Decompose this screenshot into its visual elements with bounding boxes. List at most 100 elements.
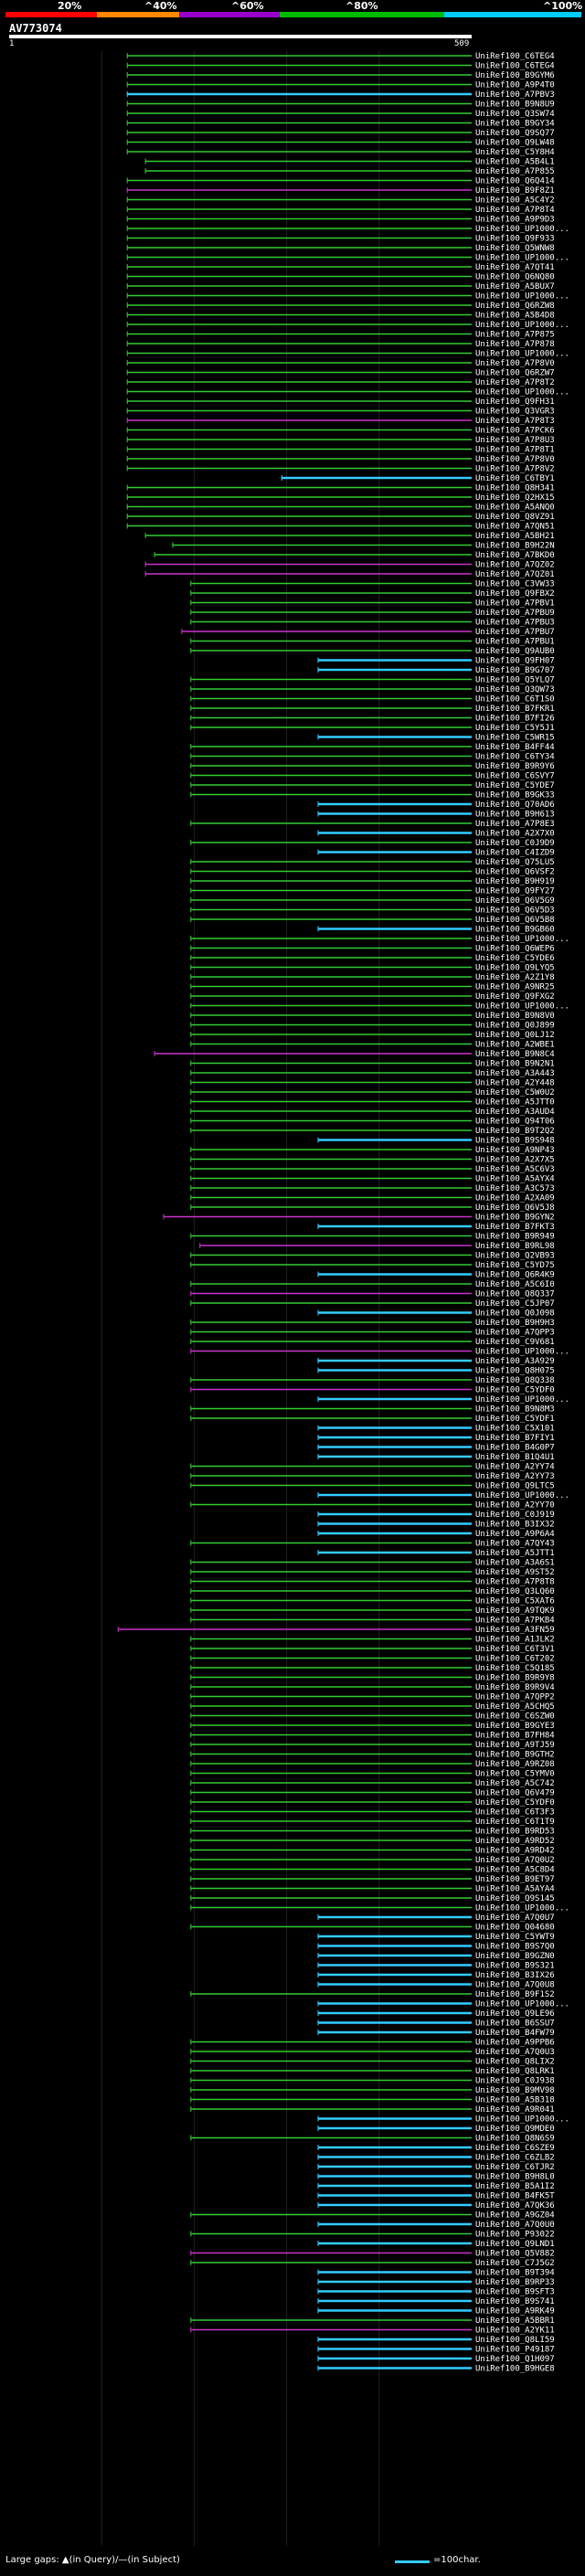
hit-label[interactable]: UniRef100_C0J919 — [475, 1511, 555, 1520]
hit-label[interactable]: UniRef100_Q9LYQ5 — [475, 964, 555, 973]
hit-label[interactable]: UniRef100_B4FK5T — [475, 2192, 555, 2201]
hit-label[interactable]: UniRef100_B1Q4U1 — [475, 1453, 555, 1462]
hit-label[interactable]: UniRef100_B9GYN2 — [475, 1214, 555, 1223]
hit-label[interactable]: UniRef100_UP1000... — [475, 1348, 569, 1357]
hit-label[interactable]: UniRef100_A7Q0U8 — [475, 1981, 555, 1990]
hit-label[interactable]: UniRef100_B9H919 — [475, 877, 555, 886]
hit-label[interactable]: UniRef100_Q9FH31 — [475, 398, 555, 407]
hit-label[interactable]: UniRef100_Q6V5J8 — [475, 1203, 555, 1213]
hit-label[interactable]: UniRef100_A5BH21 — [475, 532, 555, 541]
hit-label[interactable]: UniRef100_A5AYX4 — [475, 1175, 555, 1184]
hit-label[interactable]: UniRef100_Q9MDE0 — [475, 2125, 555, 2134]
hit-label[interactable]: UniRef100_Q70AD6 — [475, 800, 555, 810]
hit-label[interactable]: UniRef100_B9GB60 — [475, 926, 555, 935]
hit-label[interactable]: UniRef100_A7QY43 — [475, 1540, 555, 1549]
hit-label[interactable]: UniRef100_A5C4Y2 — [475, 196, 555, 206]
hit-label[interactable]: UniRef100_Q8LI59 — [475, 2336, 555, 2345]
hit-label[interactable]: UniRef100_B9S321 — [475, 1962, 555, 1971]
hit-label[interactable]: UniRef100_Q3VGR3 — [475, 408, 555, 417]
hit-label[interactable]: UniRef100_A9P4T0 — [475, 81, 555, 90]
hit-label[interactable]: UniRef100_B7FH84 — [475, 1732, 555, 1741]
hit-label[interactable]: UniRef100_B9R9Y8 — [475, 1674, 555, 1683]
hit-label[interactable]: UniRef100_Q6RZW8 — [475, 302, 555, 311]
hit-label[interactable]: UniRef100_Q75LU5 — [475, 858, 555, 867]
hit-label[interactable]: UniRef100_Q8Q337 — [475, 1290, 555, 1299]
hit-label[interactable]: UniRef100_C5YD75 — [475, 1261, 555, 1270]
hit-label[interactable]: UniRef100_B9RD53 — [475, 1828, 555, 1837]
hit-label[interactable]: UniRef100_B9H9H3 — [475, 1319, 555, 1328]
hit-label[interactable]: UniRef100_Q9SQ77 — [475, 129, 555, 138]
hit-label[interactable]: UniRef100_UP1000... — [475, 2115, 569, 2125]
hit-label[interactable]: UniRef100_UP1000... — [475, 254, 569, 263]
hit-label[interactable]: UniRef100_A7BKD0 — [475, 551, 555, 560]
hit-label[interactable]: UniRef100_B9GK33 — [475, 791, 555, 800]
hit-label[interactable]: UniRef100_A2YY70 — [475, 1501, 555, 1511]
hit-label[interactable]: UniRef100_B7FIY1 — [475, 1434, 555, 1443]
hit-label[interactable]: UniRef100_B9RL98 — [475, 1242, 555, 1251]
hit-label[interactable]: UniRef100_A7P878 — [475, 340, 555, 349]
hit-label[interactable]: UniRef100_B9S741 — [475, 2297, 555, 2306]
hit-label[interactable]: UniRef100_A7PBV3 — [475, 90, 555, 100]
hit-label[interactable]: UniRef100_A9RZ08 — [475, 1760, 555, 1769]
hit-label[interactable]: UniRef100_B9G707 — [475, 666, 555, 675]
hit-label[interactable]: UniRef100_B7FKR1 — [475, 705, 555, 714]
hit-label[interactable]: UniRef100_B9GYM6 — [475, 71, 555, 80]
hit-label[interactable]: UniRef100_Q9LTC5 — [475, 1482, 555, 1491]
hit-label[interactable]: UniRef100_A7PBU7 — [475, 628, 555, 637]
hit-label[interactable]: UniRef100_Q0LJ12 — [475, 1031, 555, 1040]
hit-label[interactable]: UniRef100_A9GZ04 — [475, 2211, 555, 2221]
hit-label[interactable]: UniRef100_Q8LRK1 — [475, 2067, 555, 2076]
hit-label[interactable]: UniRef100_C5YDE7 — [475, 781, 555, 790]
hit-label[interactable]: UniRef100_Q3LQ60 — [475, 1587, 555, 1596]
hit-label[interactable]: UniRef100_B4FW79 — [475, 2029, 555, 2038]
hit-label[interactable]: UniRef100_UP1000... — [475, 1904, 569, 1913]
hit-label[interactable]: UniRef100_Q1H097 — [475, 2355, 555, 2364]
hit-label[interactable]: UniRef100_A7QZ01 — [475, 570, 555, 579]
hit-label[interactable]: UniRef100_C6T1S0 — [475, 695, 555, 705]
hit-label[interactable]: UniRef100_C5W0U2 — [475, 1088, 555, 1097]
hit-label[interactable]: UniRef100_A5AYA4 — [475, 1885, 555, 1894]
hit-label[interactable]: UniRef100_A5C6V3 — [475, 1165, 555, 1174]
hit-label[interactable]: UniRef100_Q94T06 — [475, 1118, 555, 1127]
hit-label[interactable]: UniRef100_A9NR25 — [475, 983, 555, 992]
hit-label[interactable]: UniRef100_A7P8U3 — [475, 436, 555, 445]
hit-label[interactable]: UniRef100_Q8Q338 — [475, 1376, 555, 1385]
hit-label[interactable]: UniRef100_A5B318 — [475, 2096, 555, 2105]
hit-label[interactable]: UniRef100_Q5V882 — [475, 2250, 555, 2259]
hit-label[interactable]: UniRef100_C6T3V1 — [475, 1645, 555, 1654]
hit-label[interactable]: UniRef100_C5YDF0 — [475, 1798, 555, 1807]
hit-label[interactable]: UniRef100_Q9LW48 — [475, 139, 555, 148]
hit-label[interactable]: UniRef100_UP1000... — [475, 1002, 569, 1012]
hit-label[interactable]: UniRef100_A7PBU9 — [475, 609, 555, 618]
hit-label[interactable]: UniRef100_B9T394 — [475, 2269, 555, 2278]
hit-label[interactable]: UniRef100_A7QPP3 — [475, 1329, 555, 1338]
hit-label[interactable]: UniRef100_A9P6A4 — [475, 1530, 555, 1539]
hit-label[interactable]: UniRef100_A9TJ59 — [475, 1741, 555, 1750]
hit-label[interactable]: UniRef100_A7P875 — [475, 331, 555, 340]
hit-label[interactable]: UniRef100_Q0J899 — [475, 1022, 555, 1031]
hit-label[interactable]: UniRef100_C5Q185 — [475, 1664, 555, 1673]
hit-label[interactable]: UniRef100_A5C8D4 — [475, 1866, 555, 1875]
hit-label[interactable]: UniRef100_A9ST52 — [475, 1568, 555, 1577]
hit-label[interactable]: UniRef100_Q9FY27 — [475, 887, 555, 896]
hit-label[interactable]: UniRef100_C5YDE6 — [475, 954, 555, 963]
hit-label[interactable]: UniRef100_C6T202 — [475, 1655, 555, 1664]
hit-label[interactable]: UniRef100_Q3SW74 — [475, 110, 555, 119]
hit-label[interactable]: UniRef100_B9RP33 — [475, 2278, 555, 2287]
hit-label[interactable]: UniRef100_A3A443 — [475, 1069, 555, 1078]
hit-label[interactable]: UniRef100_C6SZE9 — [475, 2144, 555, 2153]
hit-label[interactable]: UniRef100_A7P8V0 — [475, 455, 555, 464]
hit-label[interactable]: UniRef100_C5YMV0 — [475, 1770, 555, 1779]
hit-label[interactable]: UniRef100_Q6V5D3 — [475, 906, 555, 916]
hit-label[interactable]: UniRef100_Q6V5B8 — [475, 916, 555, 925]
hit-label[interactable]: UniRef100_B9R949 — [475, 1233, 555, 1242]
hit-label[interactable]: UniRef100_A3A6S1 — [475, 1559, 555, 1568]
hit-label[interactable]: UniRef100_C5WR15 — [475, 734, 555, 743]
hit-label[interactable]: UniRef100_B9ET97 — [475, 1875, 555, 1884]
hit-label[interactable]: UniRef100_C6TJR2 — [475, 2163, 555, 2172]
hit-label[interactable]: UniRef100_Q9LND1 — [475, 2240, 555, 2249]
hit-label[interactable]: UniRef100_C5YWT9 — [475, 1933, 555, 1942]
hit-label[interactable]: UniRef100_B9H8L0 — [475, 2173, 555, 2182]
hit-label[interactable]: UniRef100_A9RD52 — [475, 1837, 555, 1846]
hit-label[interactable]: UniRef100_B6SSU7 — [475, 2019, 555, 2029]
